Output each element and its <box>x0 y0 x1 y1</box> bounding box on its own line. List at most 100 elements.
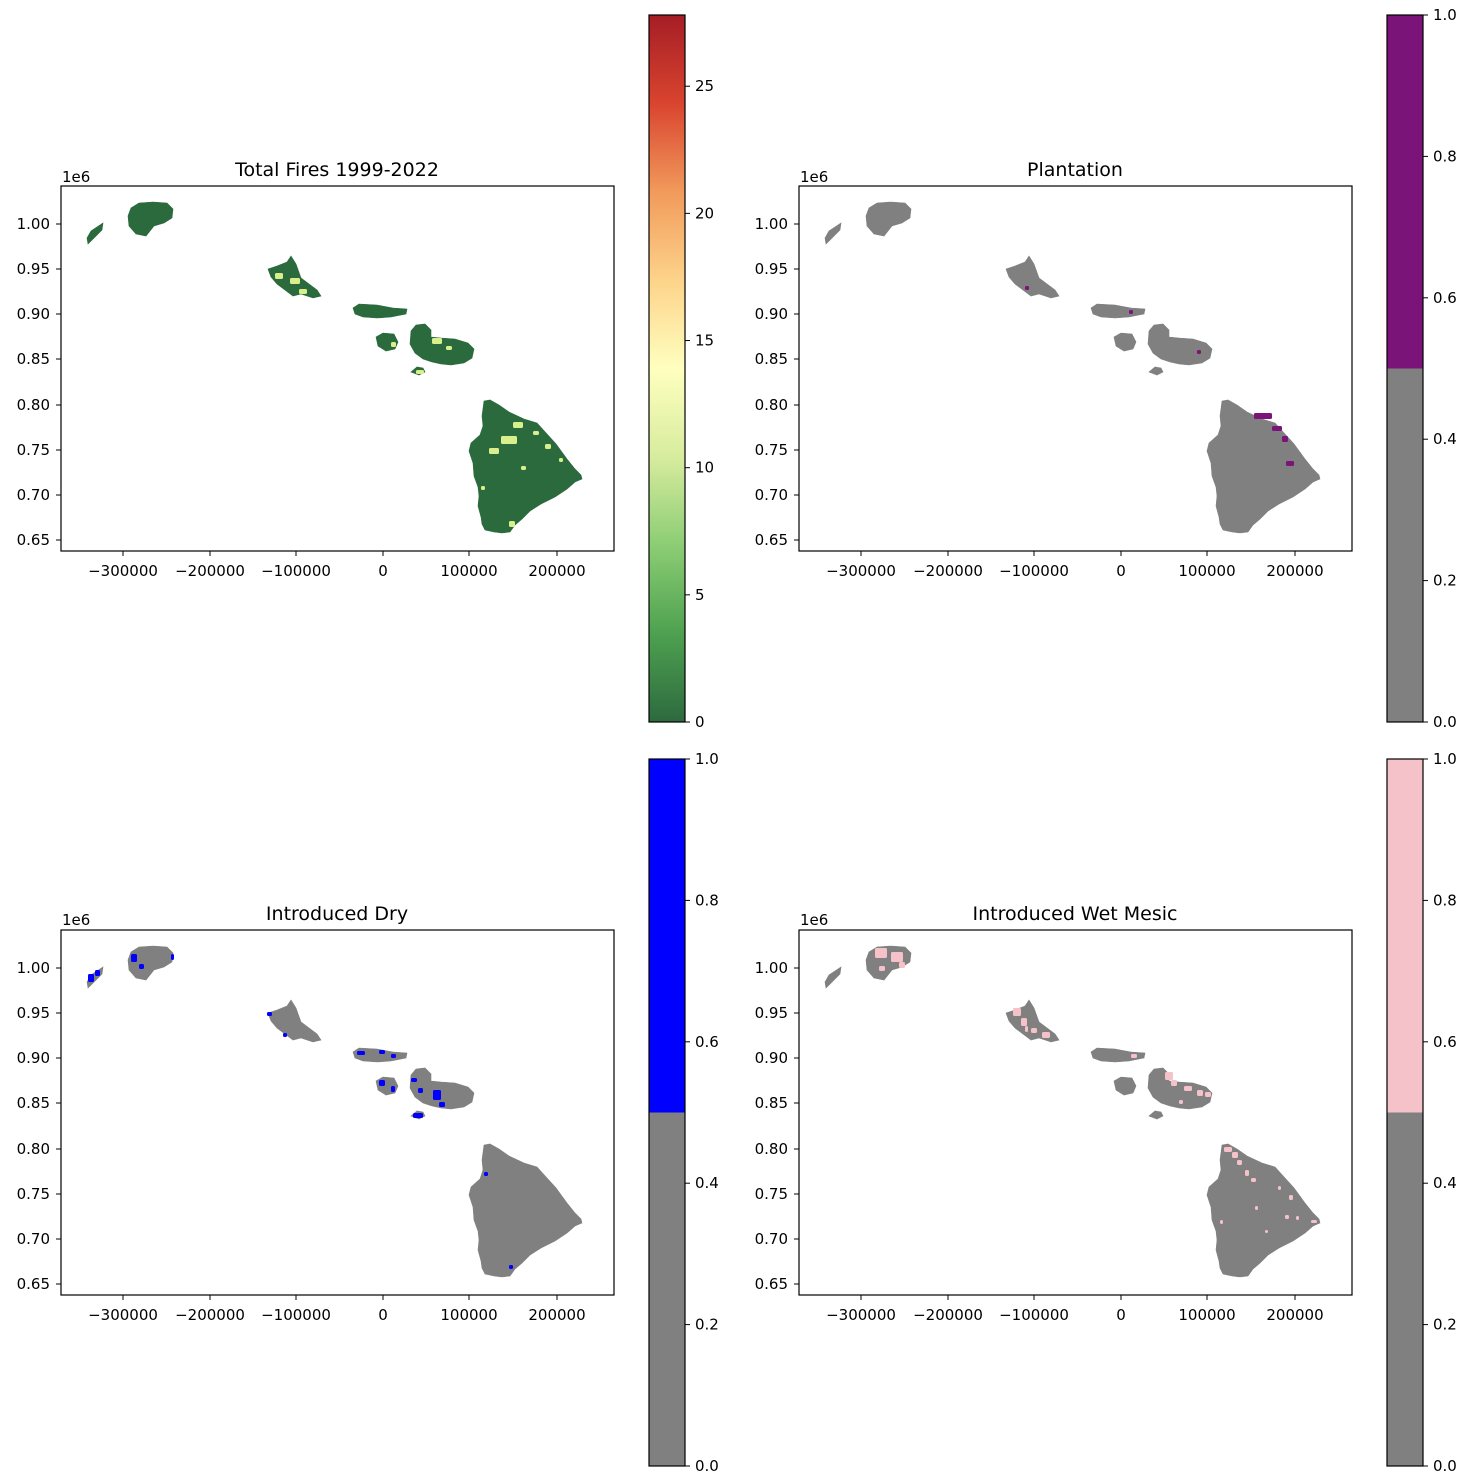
y-tick-label: 0.95 <box>17 260 50 278</box>
y-tick-label: 1.00 <box>17 959 50 977</box>
highlight-patch <box>513 422 523 428</box>
y-tick-label: 0.65 <box>17 531 50 549</box>
y-tick-label: 1.00 <box>17 215 50 233</box>
island-kahoolawe <box>1148 1110 1164 1120</box>
island-molokai <box>352 1047 408 1063</box>
y-tick-label: 0.90 <box>17 305 50 323</box>
islands <box>824 945 1321 1278</box>
highlight-patch <box>379 1050 385 1054</box>
axis-offset-label: 1e6 <box>62 911 90 929</box>
island-hawaii <box>1206 1143 1321 1278</box>
highlight-patch <box>391 342 396 347</box>
highlight-patch <box>1286 461 1294 466</box>
x-tick-label: 100000 <box>1178 1306 1235 1324</box>
panel-title: Plantation <box>1027 159 1123 181</box>
highlight-patch <box>533 431 539 435</box>
highlight-patch <box>481 486 485 490</box>
island-kauai <box>127 201 174 237</box>
island-maui <box>409 323 475 366</box>
y-tick-label: 0.65 <box>755 1275 788 1293</box>
x-tick-label: −300000 <box>826 562 896 580</box>
highlight-patch <box>1171 1080 1177 1086</box>
highlight-patch <box>501 436 517 444</box>
highlight-patch <box>379 1080 385 1086</box>
colorbar-tick-label: 0.4 <box>1433 1174 1457 1192</box>
island-kahoolawe <box>1148 366 1164 376</box>
highlight-patch <box>1237 1160 1242 1165</box>
x-tick-label: 0 <box>378 1306 388 1324</box>
x-tick-label: −200000 <box>913 562 983 580</box>
highlight-patch <box>433 1090 441 1100</box>
colorbar: 0.0 0.2 0.4 0.6 0.8 1.0 <box>1386 6 1457 731</box>
highlight-patch <box>1224 1147 1232 1152</box>
highlight-patch <box>275 273 283 279</box>
colorbar-tick-label: 0.6 <box>1433 1033 1457 1051</box>
colorbar-tick-label: 0.0 <box>695 1457 719 1475</box>
y-tick-label: 0.80 <box>17 1140 50 1158</box>
y-tick-label: 0.75 <box>755 1185 788 1203</box>
x-tick-label: −300000 <box>88 562 158 580</box>
highlight-patch <box>1245 1170 1249 1176</box>
highlight-patch <box>411 1078 417 1082</box>
highlight-patch <box>509 521 515 527</box>
x-tick-label: −300000 <box>88 1306 158 1324</box>
islands <box>86 201 583 534</box>
axis-offset-label: 1e6 <box>800 168 828 186</box>
island-niihau <box>86 222 104 245</box>
colorbar-tick-label: 0.0 <box>1433 1457 1457 1475</box>
highlight-patch <box>1184 1086 1192 1091</box>
highlight-patch <box>418 1088 423 1093</box>
x-tick-label: −100000 <box>999 562 1069 580</box>
colorbar-tick-label: 15 <box>695 332 714 350</box>
x-tick-label: −300000 <box>826 1306 896 1324</box>
x-tick-label: −100000 <box>999 1306 1069 1324</box>
colorbar-frame <box>648 14 686 723</box>
y-tick-label: 1.00 <box>755 959 788 977</box>
colorbar: 0.0 0.2 0.4 0.6 0.8 1.0 <box>648 750 719 1475</box>
highlight-patch <box>1282 436 1288 442</box>
highlight-patch <box>432 338 442 344</box>
colorbar-tick-label: 0.8 <box>695 891 719 909</box>
x-tick-label: 200000 <box>1266 562 1323 580</box>
map-area: −300000 −200000 −100000 0 100000 200000 1.00 0.… <box>17 929 615 1324</box>
x-tick-label: 0 <box>1116 562 1126 580</box>
colorbar-gradient <box>649 15 685 722</box>
y-tick-label: 0.95 <box>755 260 788 278</box>
colorbar-frame <box>648 758 686 1467</box>
colorbar-tick-label: 5 <box>695 586 705 604</box>
panel-introduced-wet-mesic: Introduced Wet Mesic 1e6 −300000 −200000−… <box>755 750 1457 1475</box>
y-tick-label: 0.65 <box>755 531 788 549</box>
island-molokai <box>352 303 408 319</box>
highlight-patch <box>1197 1090 1203 1096</box>
highlight-patch <box>1025 286 1029 290</box>
highlight-patch <box>299 289 307 294</box>
highlight-patch <box>484 1172 488 1176</box>
colorbar-tick-label: 20 <box>695 204 714 222</box>
x-tick-label: 200000 <box>528 1306 585 1324</box>
axis-offset-label: 1e6 <box>62 168 90 186</box>
highlight-patch <box>1042 1032 1050 1038</box>
x-tick-label: −200000 <box>913 1306 983 1324</box>
highlight-patch <box>489 448 499 454</box>
colorbar-high-segment <box>1387 759 1423 1113</box>
highlight-patch <box>1311 1220 1317 1223</box>
colorbar-tick-label: 0.0 <box>1433 713 1457 731</box>
highlight-patch <box>1025 1026 1028 1032</box>
highlight-patch <box>1278 1186 1281 1190</box>
island-kauai <box>865 201 912 237</box>
x-tick-label: 100000 <box>440 1306 497 1324</box>
colorbar-tick-label: 0.6 <box>695 1033 719 1051</box>
y-tick-label: 0.70 <box>17 486 50 504</box>
y-tick-label: 0.90 <box>755 1049 788 1067</box>
island-molokai <box>1090 303 1146 319</box>
highlight-patch <box>891 952 903 962</box>
highlight-patch <box>1013 1008 1021 1016</box>
map-area: −300000 −200000 −100000 0 100000 200000 1.00 0.… <box>17 185 615 580</box>
colorbar-tick-label: 0.6 <box>1433 289 1457 307</box>
x-tick-label: 200000 <box>528 562 585 580</box>
colorbar-high-segment <box>649 759 685 1113</box>
highlight-patch <box>413 1113 423 1118</box>
map-area: −300000 −200000 −100000 0 100000 200000 1.00 0.… <box>755 185 1353 580</box>
x-tick-label: 100000 <box>1178 562 1235 580</box>
highlight-patch <box>267 1012 272 1016</box>
